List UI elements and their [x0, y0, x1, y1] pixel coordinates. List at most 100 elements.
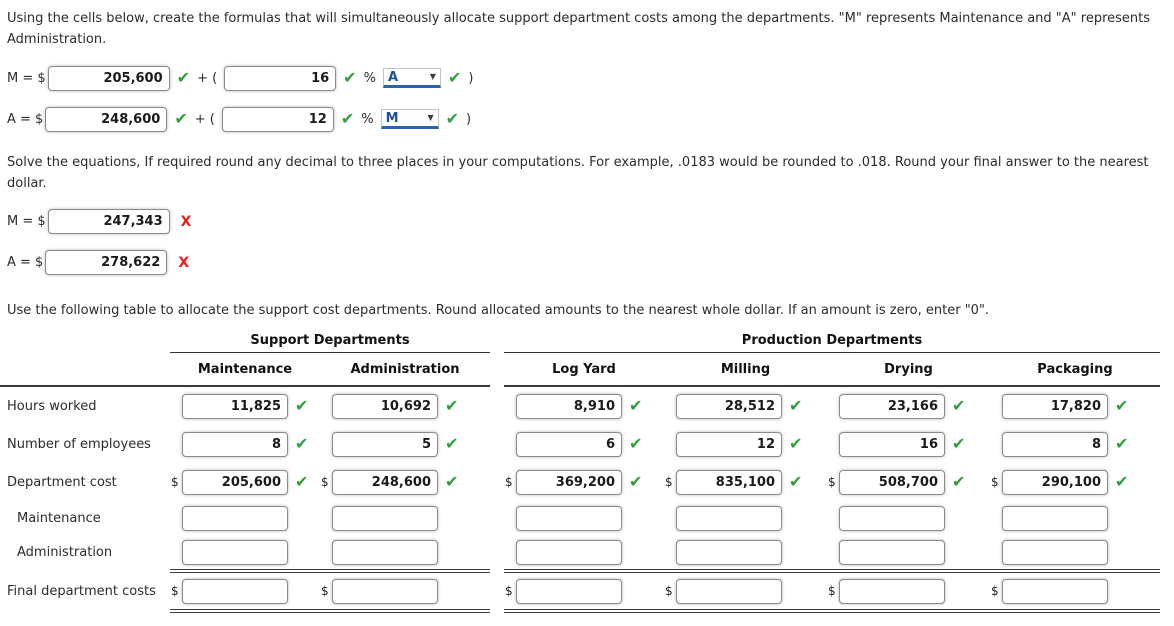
dollar-sign: $	[991, 475, 999, 489]
hours-administration-input[interactable]	[332, 393, 438, 419]
employees-maintenance-input[interactable]	[182, 431, 288, 457]
check-icon: ✔	[447, 68, 462, 87]
chevron-down-icon: ▼	[429, 72, 436, 81]
maintenance-alloc-packaging-input[interactable]	[1002, 505, 1108, 531]
check-icon: ✔	[952, 434, 966, 453]
cost-maintenance-input[interactable]	[182, 469, 288, 495]
employees-milling-input[interactable]	[676, 431, 782, 457]
final-drying-input[interactable]	[839, 578, 945, 604]
table-row-maintenance-allocation: Maintenance	[0, 501, 1160, 535]
dollar-sign: $	[321, 475, 329, 489]
formula-row-m: M = $ ✔ + ( ✔ % A ▼ ✔ )	[7, 65, 1174, 91]
check-icon: ✔	[952, 472, 966, 491]
incorrect-icon: X	[180, 213, 192, 230]
final-log-yard-input[interactable]	[516, 578, 622, 604]
m-dept-select[interactable]: A ▼	[382, 68, 441, 88]
column-header-log-yard: Log Yard	[552, 361, 616, 377]
total-divider	[0, 609, 1160, 613]
administration-alloc-milling-input[interactable]	[676, 539, 782, 565]
solve-row-a: A = $ X	[7, 249, 1174, 276]
final-milling-input[interactable]	[676, 578, 782, 604]
percent-sign: %	[363, 70, 376, 86]
administration-alloc-drying-input[interactable]	[839, 539, 945, 565]
m-constant-input[interactable]	[47, 65, 170, 91]
check-icon: ✔	[340, 109, 355, 128]
plus-open-paren: + (	[197, 70, 218, 86]
cost-administration-input[interactable]	[332, 469, 438, 495]
dollar-sign: $	[665, 475, 673, 489]
support-departments-header: Support Departments	[170, 333, 490, 353]
hours-maintenance-input[interactable]	[182, 393, 288, 419]
maintenance-alloc-maintenance-input[interactable]	[182, 505, 288, 531]
final-administration-input[interactable]	[332, 578, 438, 604]
allocation-table: Support Departments Production Departmen…	[0, 331, 1160, 613]
check-icon: ✔	[445, 472, 459, 491]
a-percent-input[interactable]	[221, 106, 334, 132]
column-header-administration: Administration	[350, 361, 460, 377]
row-label: Final department costs	[7, 583, 156, 599]
column-header-drying: Drying	[884, 361, 933, 377]
check-icon: ✔	[445, 396, 459, 415]
cost-drying-input[interactable]	[839, 469, 945, 495]
dollar-sign: $	[991, 584, 999, 598]
check-icon: ✔	[445, 109, 460, 128]
hours-milling-input[interactable]	[676, 393, 782, 419]
dollar-sign: $	[321, 584, 329, 598]
column-header-milling: Milling	[720, 361, 771, 377]
maintenance-alloc-milling-input[interactable]	[676, 505, 782, 531]
solve-row-m: M = $ X	[7, 208, 1174, 235]
final-packaging-input[interactable]	[1002, 578, 1108, 604]
final-maintenance-input[interactable]	[182, 578, 288, 604]
column-header-maintenance: Maintenance	[197, 361, 293, 377]
solve-m-lhs: M = $	[7, 214, 46, 229]
check-icon: ✔	[445, 434, 459, 453]
formula-m-lhs: M = $	[7, 70, 46, 86]
a-dept-select[interactable]: M ▼	[380, 109, 439, 129]
hours-drying-input[interactable]	[839, 393, 945, 419]
employees-administration-input[interactable]	[332, 431, 438, 457]
a-constant-input[interactable]	[45, 106, 168, 132]
check-icon: ✔	[1115, 472, 1129, 491]
administration-alloc-log-yard-input[interactable]	[516, 539, 622, 565]
employees-packaging-input[interactable]	[1002, 431, 1108, 457]
row-label: Department cost	[7, 474, 117, 490]
administration-alloc-packaging-input[interactable]	[1002, 539, 1108, 565]
group-header-row: Support Departments Production Departmen…	[0, 331, 1160, 353]
hours-packaging-input[interactable]	[1002, 393, 1108, 419]
administration-alloc-maintenance-input[interactable]	[182, 539, 288, 565]
check-icon: ✔	[629, 396, 643, 415]
cost-milling-input[interactable]	[676, 469, 782, 495]
a-dept-selected-value: M	[385, 110, 399, 126]
m-percent-input[interactable]	[224, 65, 337, 91]
dollar-sign: $	[505, 475, 513, 489]
maintenance-alloc-administration-input[interactable]	[332, 505, 438, 531]
check-icon: ✔	[174, 109, 188, 128]
allocation-instructions: Use the following table to allocate the …	[7, 303, 990, 318]
column-header-row: Maintenance Administration Log Yard Mill…	[0, 353, 1160, 385]
m-answer-input[interactable]	[47, 209, 170, 234]
formulas-instructions: Using the cells below, create the formul…	[7, 11, 1151, 47]
check-icon: ✔	[1115, 396, 1129, 415]
employees-drying-input[interactable]	[839, 431, 945, 457]
check-icon: ✔	[343, 68, 357, 87]
production-departments-header: Production Departments	[504, 333, 1160, 353]
m-dept-selected-value: A	[387, 69, 398, 85]
a-answer-input[interactable]	[45, 250, 168, 275]
administration-alloc-administration-input[interactable]	[332, 539, 438, 565]
employees-log-yard-input[interactable]	[516, 431, 622, 457]
dollar-sign: $	[505, 584, 513, 598]
table-row-administration-allocation: Administration	[0, 535, 1160, 569]
cost-packaging-input[interactable]	[1002, 469, 1108, 495]
table-row-hours-worked: Hours worked ✔ ✔ ✔ ✔ ✔ ✔	[0, 387, 1160, 425]
check-icon: ✔	[1115, 434, 1129, 453]
table-row-number-of-employees: Number of employees ✔ ✔ ✔ ✔ ✔ ✔	[0, 425, 1160, 463]
maintenance-alloc-log-yard-input[interactable]	[516, 505, 622, 531]
dollar-sign: $	[171, 475, 179, 489]
dollar-sign: $	[828, 475, 836, 489]
column-header-packaging: Packaging	[1037, 361, 1113, 377]
hours-log-yard-input[interactable]	[516, 393, 622, 419]
cost-log-yard-input[interactable]	[516, 469, 622, 495]
dollar-sign: $	[665, 584, 673, 598]
maintenance-alloc-drying-input[interactable]	[839, 505, 945, 531]
